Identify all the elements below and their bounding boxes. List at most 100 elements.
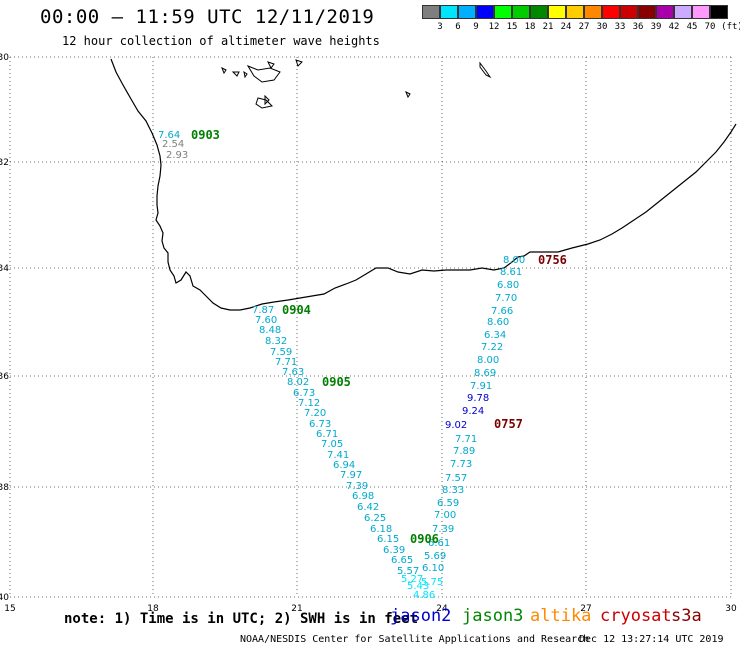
wave-height-reading: 7.20 xyxy=(304,408,326,419)
legend-label: 21 xyxy=(542,22,554,32)
legend-swatch xyxy=(620,5,638,19)
pass-time-label: 0904 xyxy=(282,303,311,317)
longitude-tick-label: 21 xyxy=(291,604,302,614)
wave-height-reading: 7.39 xyxy=(346,481,368,492)
wave-height-reading: 6.71 xyxy=(316,429,338,440)
wave-height-reading: 6.59 xyxy=(437,498,459,509)
wave-height-reading: 7.00 xyxy=(434,510,456,521)
wave-height-reading: 6.80 xyxy=(497,280,519,291)
credit-line: NOAA/NESDIS Center for Satellite Applica… xyxy=(240,634,590,645)
legend-label: 70 xyxy=(704,22,716,32)
latitude-tick-label: -36 xyxy=(0,372,9,382)
wave-height-reading: 8.32 xyxy=(265,336,287,347)
legend-swatch xyxy=(692,5,710,19)
legend-swatch xyxy=(512,5,530,19)
wave-height-reading: 6.65 xyxy=(391,555,413,566)
wave-height-reading: 7.60 xyxy=(255,315,277,326)
legend-swatch xyxy=(656,5,674,19)
longitude-tick-label: 24 xyxy=(436,604,448,614)
legend-swatch xyxy=(602,5,620,19)
wave-height-reading: 6.18 xyxy=(370,524,392,535)
pass-time-label: 0756 xyxy=(538,253,567,267)
wave-height-reading: 7.41 xyxy=(327,450,349,461)
satellite-name-cryosat: cryosat xyxy=(600,606,672,626)
legend-label: 42 xyxy=(668,22,680,32)
wave-height-reading: 9.78 xyxy=(467,393,489,404)
wave-height-reading: 5.43 xyxy=(407,581,429,592)
longitude-tick-label: 15 xyxy=(4,604,15,614)
wave-height-reading: 6.94 xyxy=(333,460,355,471)
legend-swatch xyxy=(458,5,476,19)
wave-height-reading: 5.27 xyxy=(401,574,423,585)
wave-height-reading: 4.86 xyxy=(413,590,435,601)
pass-time-label: 0903 xyxy=(191,128,220,142)
wave-height-color-scale xyxy=(422,5,728,19)
wave-height-reading: 6.10 xyxy=(422,563,444,574)
pass-time-label: 0905 xyxy=(322,375,351,389)
wave-height-reading: 7.12 xyxy=(298,398,320,409)
wave-height-reading: 8.48 xyxy=(259,325,281,336)
wave-height-reading: 7.73 xyxy=(450,459,472,470)
axis-tick-labels: 15 18 21 24 27 30 -30 -32 -34 -36 -38 -40 xyxy=(0,53,737,614)
wave-height-reading: 8.00 xyxy=(477,355,499,366)
lat-lon-grid xyxy=(9,56,732,598)
legend-label: 30 xyxy=(596,22,608,32)
latitude-tick-label: -34 xyxy=(0,264,9,274)
generated-timestamp: Dec 12 13:27:14 UTC 2019 xyxy=(579,634,724,645)
map-subtitle: 12 hour collection of altimeter wave hei… xyxy=(62,34,380,48)
wave-height-reading: 8.60 xyxy=(487,317,509,328)
legend-swatch xyxy=(566,5,584,19)
south-africa-coastline xyxy=(110,58,737,311)
wave-height-reading: 6.98 xyxy=(352,491,374,502)
wave-height-reading: 8.00 xyxy=(503,255,525,266)
wave-height-reading: 7.70 xyxy=(495,293,517,304)
latitude-tick-label: -38 xyxy=(0,483,9,493)
latitude-tick-label: -32 xyxy=(0,158,9,168)
wave-height-reading: 2.54 xyxy=(162,139,184,150)
wave-height-reading: 6.15 xyxy=(377,534,399,545)
satellite-name-jason3: jason3 xyxy=(462,606,524,626)
wave-height-reading: 8.02 xyxy=(287,377,309,388)
wave-height-reading: 7.57 xyxy=(445,473,467,484)
wave-height-reading: 6.34 xyxy=(484,330,506,341)
legend-label: 18 xyxy=(524,22,536,32)
legend-swatch xyxy=(548,5,566,19)
legend-swatch xyxy=(530,5,548,19)
legend-swatch xyxy=(440,5,458,19)
map-title: 00:00 — 11:59 UTC 12/11/2019 xyxy=(40,6,375,28)
latitude-tick-label: -40 xyxy=(0,593,9,603)
legend-label: 9 xyxy=(473,22,479,32)
wave-height-reading: 8.61 xyxy=(500,267,522,278)
legend-label: 24 xyxy=(560,22,572,32)
wave-height-reading: 6.61 xyxy=(428,538,450,549)
legend-label: 15 xyxy=(506,22,518,32)
footer-note: note: 1) Time is in UTC; 2) SWH is in fe… xyxy=(64,611,419,627)
latitude-tick-label: -30 xyxy=(0,53,9,63)
legend-label: 3 xyxy=(437,22,443,32)
wave-height-reading: 7.63 xyxy=(282,367,304,378)
longitude-tick-label: 30 xyxy=(725,604,737,614)
legend-label: 27 xyxy=(578,22,590,32)
wave-height-reading: 8.33 xyxy=(442,485,464,496)
pass-time-labels: 0903 0904 0905 0906 0756 0757 xyxy=(191,128,567,546)
wave-height-reading: 7.71 xyxy=(455,434,477,445)
wave-height-reading: 7.22 xyxy=(481,342,503,353)
wave-height-reading: 2.93 xyxy=(166,150,188,161)
satellite-name-altika: altika xyxy=(530,606,592,626)
wave-height-reading: 7.66 xyxy=(491,306,513,317)
satellite-name-jason2: jason2 xyxy=(390,606,452,626)
wave-height-reading: 7.71 xyxy=(275,357,297,368)
wave-height-reading: 6.73 xyxy=(309,419,331,430)
wave-height-reading: 6.42 xyxy=(357,502,379,513)
wave-height-reading: 6.25 xyxy=(364,513,386,524)
longitude-tick-label: 27 xyxy=(580,604,591,614)
wave-height-reading: 7.59 xyxy=(270,347,292,358)
pass-time-label: 0906 xyxy=(410,532,439,546)
wave-height-reading: 5.69 xyxy=(424,551,446,562)
legend-label: 6 xyxy=(455,22,461,32)
legend-label: 36 xyxy=(632,22,644,32)
legend-label: 33 xyxy=(614,22,626,32)
wave-height-reading: 7.39 xyxy=(432,524,454,535)
wave-height-reading: 7.05 xyxy=(321,439,343,450)
